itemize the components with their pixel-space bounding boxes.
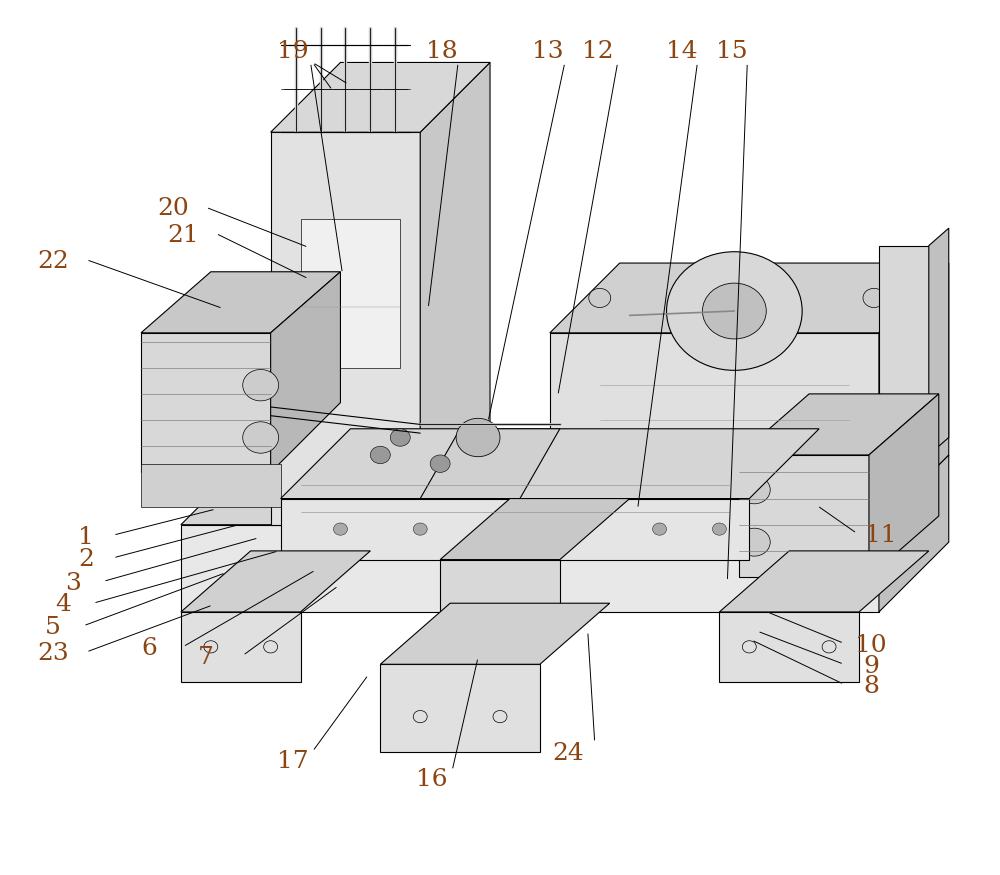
- Circle shape: [243, 422, 279, 453]
- Polygon shape: [869, 394, 939, 577]
- Circle shape: [738, 476, 770, 504]
- Text: 16: 16: [416, 768, 448, 791]
- Circle shape: [667, 252, 802, 370]
- Circle shape: [738, 528, 770, 556]
- Polygon shape: [141, 332, 271, 472]
- Circle shape: [333, 523, 347, 536]
- Text: 21: 21: [167, 224, 199, 247]
- Polygon shape: [380, 664, 540, 752]
- Polygon shape: [281, 429, 819, 499]
- Circle shape: [863, 480, 885, 500]
- Text: 8: 8: [863, 675, 879, 697]
- Text: 13: 13: [532, 40, 564, 64]
- Circle shape: [589, 289, 611, 307]
- Text: 2: 2: [78, 548, 94, 571]
- Polygon shape: [739, 394, 939, 455]
- Text: 6: 6: [141, 637, 157, 660]
- Circle shape: [413, 523, 427, 536]
- Polygon shape: [380, 603, 610, 664]
- Text: 23: 23: [37, 642, 69, 665]
- Polygon shape: [440, 499, 630, 560]
- Text: 10: 10: [855, 634, 887, 656]
- Polygon shape: [879, 263, 949, 525]
- Polygon shape: [181, 455, 949, 525]
- Polygon shape: [420, 62, 490, 525]
- Polygon shape: [271, 62, 490, 132]
- Text: 3: 3: [65, 571, 81, 595]
- Polygon shape: [929, 228, 949, 455]
- Text: 17: 17: [277, 751, 308, 774]
- Polygon shape: [271, 272, 340, 472]
- Circle shape: [702, 284, 766, 339]
- Text: 20: 20: [157, 198, 189, 220]
- Polygon shape: [181, 551, 370, 612]
- Text: 14: 14: [666, 40, 697, 64]
- Circle shape: [493, 523, 507, 536]
- Polygon shape: [719, 551, 929, 612]
- Polygon shape: [141, 272, 340, 332]
- Polygon shape: [181, 612, 301, 682]
- Circle shape: [456, 418, 500, 457]
- Circle shape: [653, 523, 667, 536]
- Polygon shape: [550, 332, 879, 525]
- Polygon shape: [301, 220, 400, 368]
- Circle shape: [243, 369, 279, 401]
- Text: 24: 24: [552, 742, 584, 765]
- Circle shape: [430, 455, 450, 472]
- Text: 12: 12: [582, 40, 614, 64]
- Text: 5: 5: [45, 616, 61, 639]
- Text: 15: 15: [716, 40, 747, 64]
- Text: 4: 4: [55, 593, 71, 617]
- Text: 1: 1: [78, 526, 94, 550]
- Text: 7: 7: [198, 646, 214, 668]
- Polygon shape: [281, 499, 749, 560]
- Text: 9: 9: [863, 654, 879, 677]
- Polygon shape: [719, 612, 859, 682]
- Polygon shape: [550, 263, 949, 332]
- Text: 19: 19: [277, 40, 308, 64]
- Polygon shape: [440, 560, 560, 612]
- Circle shape: [370, 446, 390, 464]
- Text: 22: 22: [37, 249, 69, 273]
- Polygon shape: [739, 455, 869, 577]
- Circle shape: [863, 289, 885, 307]
- Text: 18: 18: [426, 40, 458, 64]
- Circle shape: [390, 429, 410, 446]
- Polygon shape: [879, 455, 949, 612]
- Polygon shape: [879, 246, 929, 455]
- Polygon shape: [181, 525, 879, 612]
- Polygon shape: [141, 464, 281, 507]
- Polygon shape: [271, 132, 420, 525]
- Circle shape: [573, 523, 587, 536]
- Text: 11: 11: [865, 524, 897, 547]
- Circle shape: [589, 480, 611, 500]
- Polygon shape: [420, 429, 560, 499]
- Circle shape: [712, 523, 726, 536]
